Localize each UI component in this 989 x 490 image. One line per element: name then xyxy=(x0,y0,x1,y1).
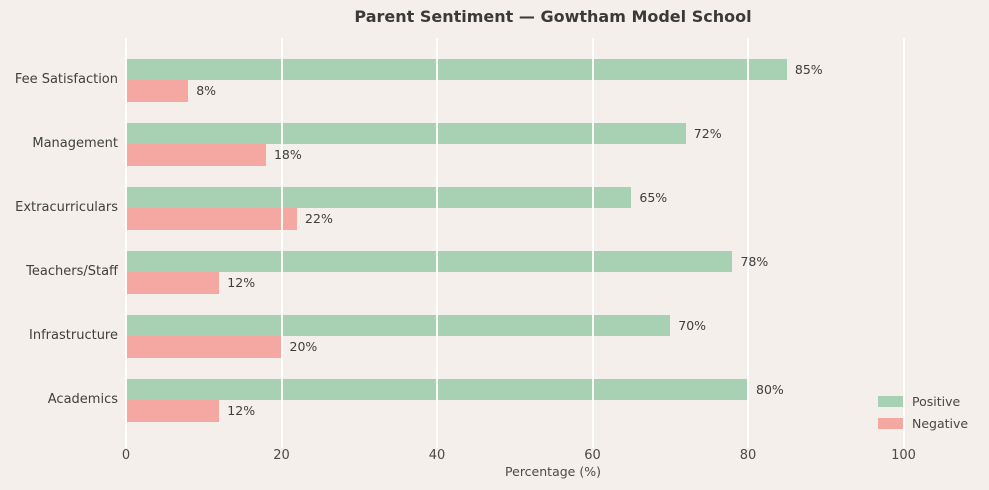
bar-value-label: 70% xyxy=(678,317,707,333)
bar-value-label: 72% xyxy=(693,125,722,141)
gridline-60 xyxy=(591,38,594,442)
bar-positive-3 xyxy=(126,250,733,272)
bar-value-label: 65% xyxy=(639,189,668,205)
gridline-100 xyxy=(902,38,905,442)
bar-positive-0 xyxy=(126,58,787,80)
x-tick-label-20: 20 xyxy=(273,448,290,463)
x-tick-mark xyxy=(125,442,127,448)
x-axis-label: Percentage (%) xyxy=(505,464,601,479)
bar-value-label: 12% xyxy=(227,403,256,418)
x-tick-mark xyxy=(591,442,594,448)
bar-value-label: 20% xyxy=(289,339,318,354)
legend-label-positive: Positive xyxy=(912,394,961,409)
x-tick-label-80: 80 xyxy=(739,448,757,463)
legend-item-negative: Negative xyxy=(878,416,968,431)
legend-item-positive: Positive xyxy=(878,394,968,409)
y-tick-label-1: Management xyxy=(32,136,118,151)
plot-area: 85% 8% 72% 18% 65% 22% 78% 12% 70% 20% 80% 12% xyxy=(125,38,980,442)
bar-negative-4 xyxy=(126,336,282,358)
chart-title: Parent Sentiment — Gowtham Model School xyxy=(354,7,752,26)
x-tick-mark xyxy=(436,442,438,448)
y-tick-label-2: Extracurriculars xyxy=(15,200,118,215)
bar-value-label: 22% xyxy=(305,211,333,226)
bar-value-label: 8% xyxy=(196,83,217,98)
x-tick-mark xyxy=(280,442,283,448)
x-tick-label-100: 100 xyxy=(891,448,916,463)
legend: Positive Negative xyxy=(878,394,968,438)
bar-positive-2 xyxy=(126,186,632,208)
bar-negative-2 xyxy=(126,208,298,230)
x-tick-mark xyxy=(902,442,905,448)
bar-value-label: 18% xyxy=(273,147,302,162)
legend-label-negative: Negative xyxy=(912,416,969,431)
gridline-40 xyxy=(436,38,438,442)
legend-swatch-negative xyxy=(878,418,903,429)
x-tick-mark xyxy=(747,442,749,448)
x-tick-label-40: 40 xyxy=(428,448,446,463)
y-tick-label-4: Infrastructure xyxy=(29,328,118,343)
y-tick-label-0: Fee Satisfaction xyxy=(14,72,118,87)
bar-value-label: 78% xyxy=(740,253,769,269)
bar-negative-0 xyxy=(126,80,189,102)
gridline-0 xyxy=(125,38,127,442)
y-tick-label-5: Academics xyxy=(47,392,118,407)
bar-value-label: 80% xyxy=(756,381,784,397)
bar-negative-5 xyxy=(126,400,220,422)
gridline-80 xyxy=(747,38,749,442)
x-tick-label-0: 0 xyxy=(121,448,131,463)
bar-value-label: 12% xyxy=(227,275,256,290)
bar-negative-1 xyxy=(126,144,266,166)
bar-negative-3 xyxy=(126,272,220,294)
x-tick-label-60: 60 xyxy=(584,448,601,463)
gridline-20 xyxy=(280,38,283,442)
y-tick-label-3: Teachers/Staff xyxy=(26,264,118,279)
bar-positive-1 xyxy=(126,122,686,144)
legend-swatch-positive xyxy=(878,396,903,407)
bar-positive-4 xyxy=(126,314,671,336)
bar-value-label: 85% xyxy=(794,61,823,77)
